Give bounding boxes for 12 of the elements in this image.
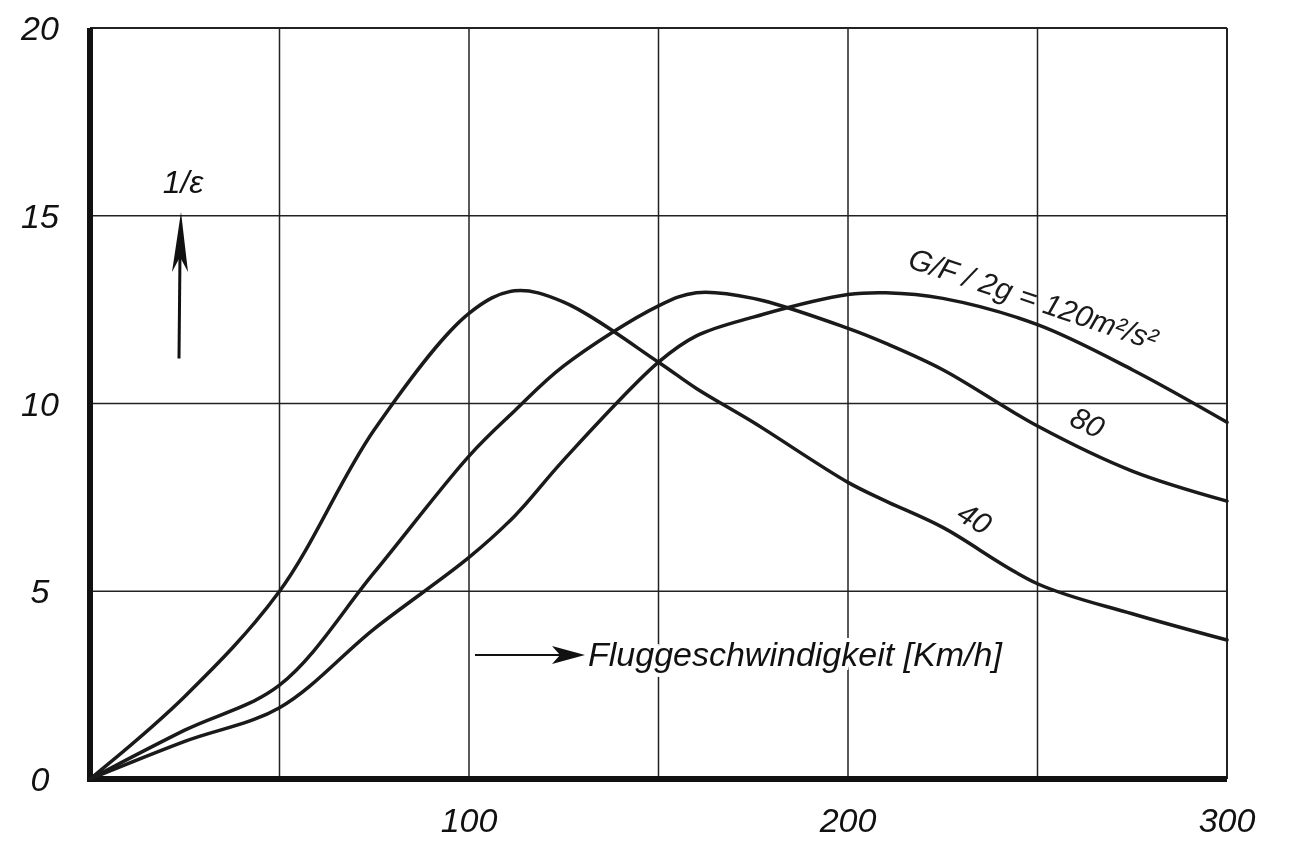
y-tick-label: 5 (30, 572, 50, 611)
y-tick-label: 20 (20, 9, 59, 47)
text: G/F / 2g = 120m²/s² (904, 241, 1163, 357)
y-tick-label: 15 (21, 196, 59, 235)
x-tick-label: 300 (1198, 801, 1256, 839)
y-tick-label: 10 (21, 384, 59, 423)
text: 40 (951, 495, 998, 542)
x-tick-label: 200 (818, 801, 877, 839)
x-tick-label: 100 (440, 801, 498, 839)
y-tick-label: 0 (30, 760, 50, 798)
text: 80 (1065, 400, 1110, 445)
y-axis-title: 1/ε (162, 164, 205, 201)
